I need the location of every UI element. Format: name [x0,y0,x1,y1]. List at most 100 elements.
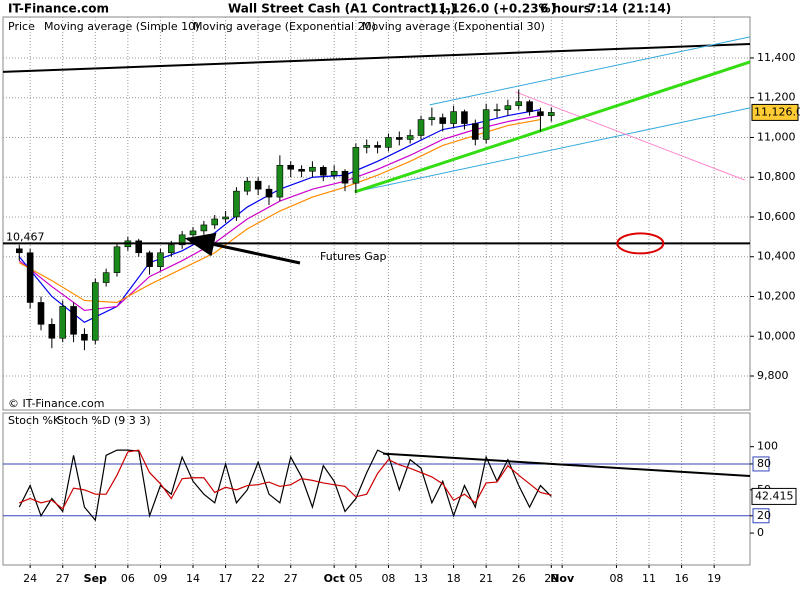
x-tick-label: 18 [447,572,461,585]
x-tick-label: 27 [284,572,298,585]
candle-body [417,119,425,136]
y-tick-label: 10,600 [757,210,796,223]
candle-body [91,282,99,341]
y-tick-label: 10,200 [757,289,796,302]
site-name: IT-Finance.com [8,2,109,16]
legend-entry: Moving average (Exponential 20) [193,20,376,33]
candle-body [396,137,403,140]
candle-body [352,147,360,184]
candle-body [26,252,34,303]
y-tick-label: 80 [757,457,771,470]
series-line [18,118,541,304]
legend-entry: Moving average (Simple 10) [44,20,199,33]
candle-body [374,145,381,148]
candle-body [319,166,327,176]
y-tick-box [752,456,770,472]
x-tick-label: 08 [381,572,395,585]
candle-body [37,302,45,325]
quote: 11,126.0 (+0.23%) [430,2,556,16]
x-tick-label: 26 [512,572,526,585]
candle-body [482,109,490,140]
candle-body [135,240,143,254]
candle-body [211,218,219,226]
trend-line [354,107,751,193]
x-tick-label: 11 [642,572,656,585]
candle-body [48,324,56,339]
candle-body [276,164,284,198]
candle-body [287,164,295,170]
candle-body [81,333,88,341]
x-tick-label: 22 [251,572,265,585]
candle-body [157,252,164,267]
candle-body [493,109,501,111]
price-label: Price [8,20,35,33]
level-label: 10,467 [6,230,45,243]
candle-body [406,135,414,140]
x-tick-label: 16 [675,572,689,585]
candle-body [265,188,273,198]
y-tick-label: 0 [757,526,764,539]
candle-body [526,101,533,112]
candle-body [363,145,371,148]
x-tick-label: Sep [84,572,107,585]
price-panel [2,16,751,411]
candle-body [504,105,512,110]
trend-line [2,43,751,73]
x-tick-label: 27 [56,572,70,585]
candle-body [200,224,208,232]
time: 7:14 (21:14) [588,2,671,16]
candle-body [330,170,338,176]
x-tick-label: Nov [550,572,575,585]
series-line [18,115,541,312]
candle-body [102,272,110,283]
y-tick-label: 10,800 [757,170,796,183]
candle-body [189,230,197,236]
candle-body [385,137,392,148]
candle-body [461,111,468,124]
y-tick-label: 11,400 [757,51,796,64]
highlight [616,232,665,255]
candle-body [439,117,447,124]
x-tick-label: 19 [707,572,721,585]
x-tick-label: 24 [23,572,37,585]
x-tick-label: Oct [324,572,345,585]
last-value-box [751,487,797,505]
candle-body [472,123,479,140]
series-line [19,449,552,510]
x-tick-label: 14 [186,572,200,585]
annotation-arrow [184,232,301,265]
candle-body [341,170,349,184]
candle-body [254,180,262,190]
x-tick-label: 21 [479,572,493,585]
candle-body [450,111,457,124]
last-value-label: 42.415 [755,489,794,502]
y-tick-label: 9,800 [757,369,789,382]
x-tick-label: 08 [609,572,623,585]
x-tick-label: 09 [153,572,167,585]
candle-body [146,252,153,267]
candle-body [298,168,305,172]
trend-line [354,60,751,194]
legend-entry: Moving average (Exponential 30) [362,20,545,33]
x-tick-label: 06 [121,572,135,585]
annotation-text: Futures Gap [320,250,387,263]
legend-entry: Stoch %K [8,414,61,427]
y-tick-label: 10,000 [757,329,796,342]
y-tick-label: 100 [757,440,778,453]
x-tick-label: 13 [414,572,428,585]
copyright: © IT-Finance.com [8,397,105,410]
candle-body [243,180,251,192]
candle-body [15,248,23,254]
last-price-label: 11,126.0 [754,105,800,118]
stoch-panel [2,412,751,566]
x-tick-label: 29 [544,572,558,585]
candle-body [233,190,240,218]
y-tick-label: 10,400 [757,250,796,263]
series-line [18,449,552,522]
y-tick-label: 20 [757,509,771,522]
candle-body [548,112,555,116]
candle-body [222,216,229,220]
candle-body [113,246,121,273]
